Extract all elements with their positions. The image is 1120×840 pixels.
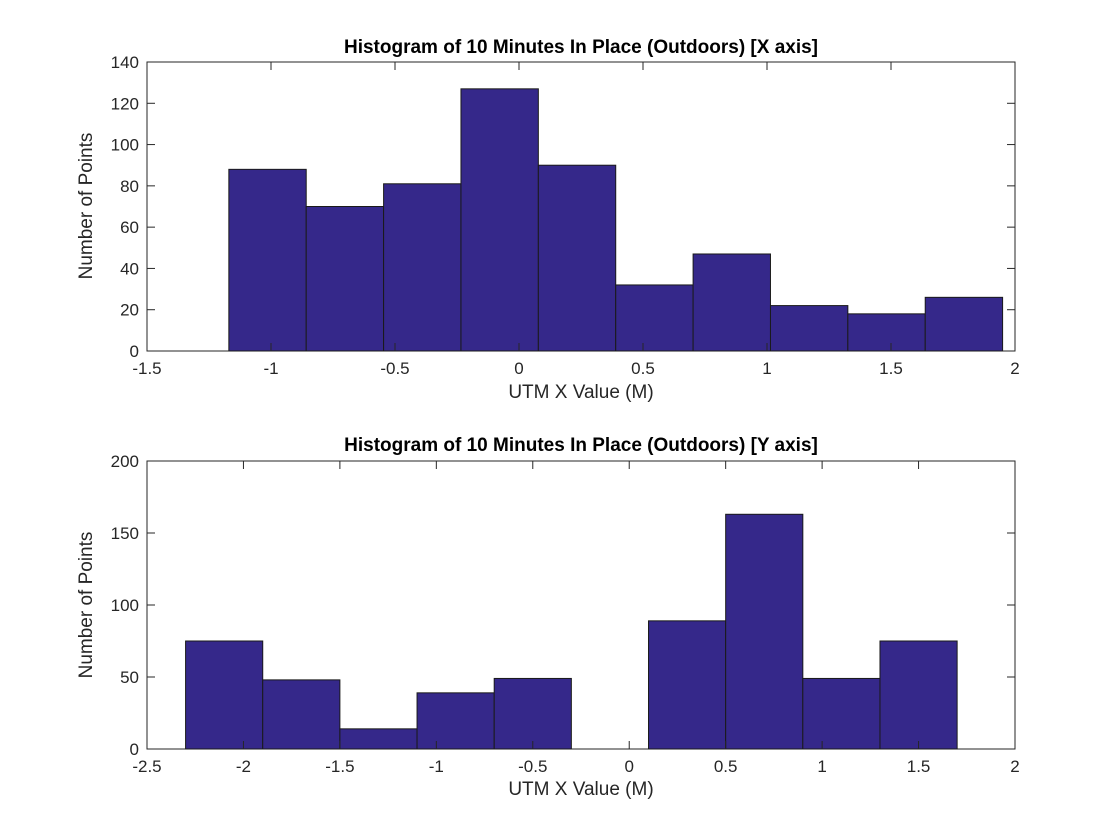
x-tick-label: -1.5 <box>132 359 161 378</box>
histogram-bar <box>262 679 341 750</box>
x-tick-label: -0.5 <box>380 359 409 378</box>
x-tick-label: -2 <box>236 757 251 776</box>
histogram-bar <box>802 677 881 750</box>
y-axis-label: Number of Points <box>76 133 97 280</box>
histogram-bar <box>383 183 462 352</box>
y-tick-label: 50 <box>120 668 139 687</box>
chart-title: Histogram of 10 Minutes In Place (Outdoo… <box>344 435 818 456</box>
y-tick-label: 0 <box>130 342 139 361</box>
histogram-bar <box>648 620 727 750</box>
y-tick-label: 40 <box>120 259 139 278</box>
x-tick-label: 0.5 <box>631 359 655 378</box>
x-tick-label: -1.5 <box>325 757 354 776</box>
y-tick-label: 0 <box>130 740 139 759</box>
x-tick-label: -1 <box>263 359 278 378</box>
x-tick-label: -0.5 <box>518 757 547 776</box>
y-tick-label: 120 <box>111 94 139 113</box>
histogram-bar <box>692 253 771 352</box>
histogram-bar <box>537 164 617 352</box>
histogram-bar <box>879 640 958 750</box>
y-tick-label: 100 <box>111 136 139 155</box>
chart-title: Histogram of 10 Minutes In Place (Outdoo… <box>344 37 818 58</box>
histogram-y-axis-chart: Histogram of 10 Minutes In Place (Outdoo… <box>76 435 1020 800</box>
y-axis-label: Number of Points <box>76 532 97 679</box>
x-tick-label: 1 <box>762 359 771 378</box>
histogram-bar <box>769 305 849 352</box>
x-tick-label: 0.5 <box>714 757 738 776</box>
x-axis-label: UTM X Value (M) <box>508 382 653 403</box>
y-tick-label: 60 <box>120 218 139 237</box>
x-tick-label: 1 <box>817 757 826 776</box>
histogram-bar <box>185 640 264 750</box>
histogram-bar <box>228 168 307 352</box>
y-tick-label: 140 <box>111 53 139 72</box>
histogram-bar <box>460 88 539 352</box>
x-tick-label: 2 <box>1010 359 1019 378</box>
histogram-bar <box>725 513 804 750</box>
x-tick-label: 2 <box>1010 757 1019 776</box>
histogram-bar <box>339 728 418 750</box>
y-tick-label: 100 <box>111 596 139 615</box>
x-tick-label: 1.5 <box>879 359 903 378</box>
histogram-bar <box>493 677 572 750</box>
y-tick-label: 80 <box>120 177 139 196</box>
ticks-group: -2.5 -2 -1.5 -1 -0.5 0 0.5 1 1.5 2 0 50 100 150 200 <box>111 452 1020 776</box>
x-axis-label: UTM X Value (M) <box>508 779 653 800</box>
x-tick-label: -1 <box>429 757 444 776</box>
histogram-bar <box>924 296 1004 352</box>
y-tick-label: 200 <box>111 452 139 471</box>
x-tick-label: 0 <box>624 757 633 776</box>
histogram-bar <box>416 692 495 750</box>
x-tick-label: 0 <box>514 359 523 378</box>
histogram-bar <box>615 284 694 352</box>
histogram-bar <box>847 313 926 352</box>
histogram-bar <box>305 206 385 352</box>
bars-group <box>228 88 1004 352</box>
bars-group <box>185 513 958 750</box>
y-tick-label: 150 <box>111 524 139 543</box>
x-tick-label: 1.5 <box>907 757 931 776</box>
histogram-x-axis-chart: Histogram of 10 Minutes In Place (Outdoo… <box>76 37 1020 403</box>
y-tick-label: 20 <box>120 301 139 320</box>
x-tick-label: -2.5 <box>132 757 161 776</box>
